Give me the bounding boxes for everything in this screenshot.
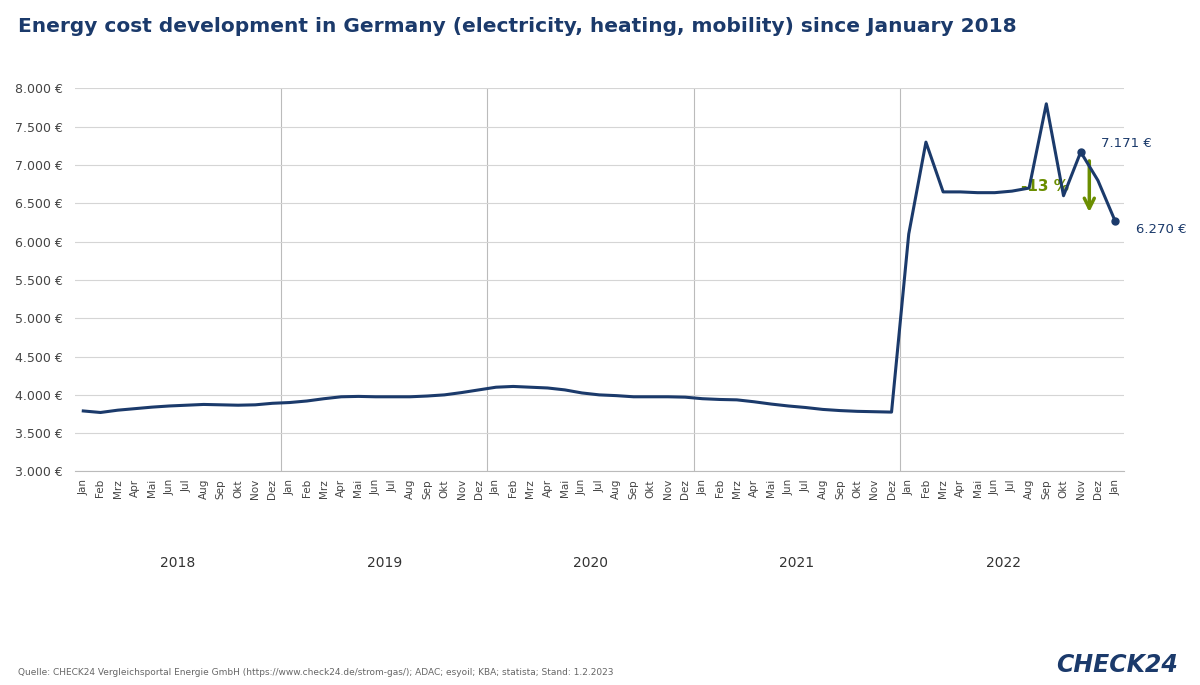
Text: -13 %: -13 % [1021,179,1069,194]
Text: 2018: 2018 [161,556,196,570]
Text: 2019: 2019 [367,556,402,570]
Text: Quelle: CHECK24 Vergleichsportal Energie GmbH (https://www.check24.de/strom-gas/: Quelle: CHECK24 Vergleichsportal Energie… [18,668,613,677]
Text: 2022: 2022 [986,556,1021,570]
Text: 2021: 2021 [779,556,815,570]
Text: 6.270 €: 6.270 € [1135,223,1187,236]
Text: 2020: 2020 [574,556,608,570]
Text: 7.171 €: 7.171 € [1102,137,1152,150]
Text: CHECK24: CHECK24 [1056,653,1178,677]
Text: Energy cost development in Germany (electricity, heating, mobility) since Januar: Energy cost development in Germany (elec… [18,17,1016,36]
